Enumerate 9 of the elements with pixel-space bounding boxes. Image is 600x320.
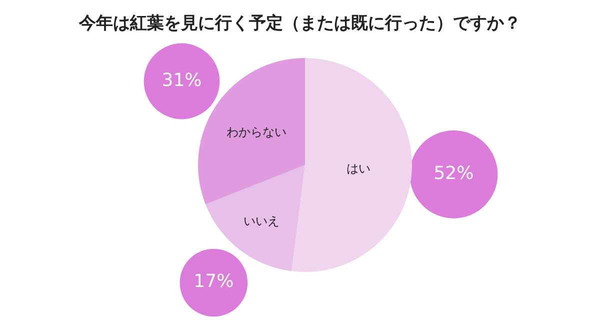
slice-label: はい [346,161,370,176]
slice-label: わからない [226,125,287,140]
slice-label: いいえ [244,214,280,228]
data-label: 17% [194,271,234,292]
pie-slice [206,165,305,272]
pie-slice [292,58,412,272]
chart-title: 今年は紅葉を見に行く予定（または既に行った）ですか？ [78,13,521,34]
data-label: 52% [434,162,474,184]
data-label: 31% [162,70,202,91]
